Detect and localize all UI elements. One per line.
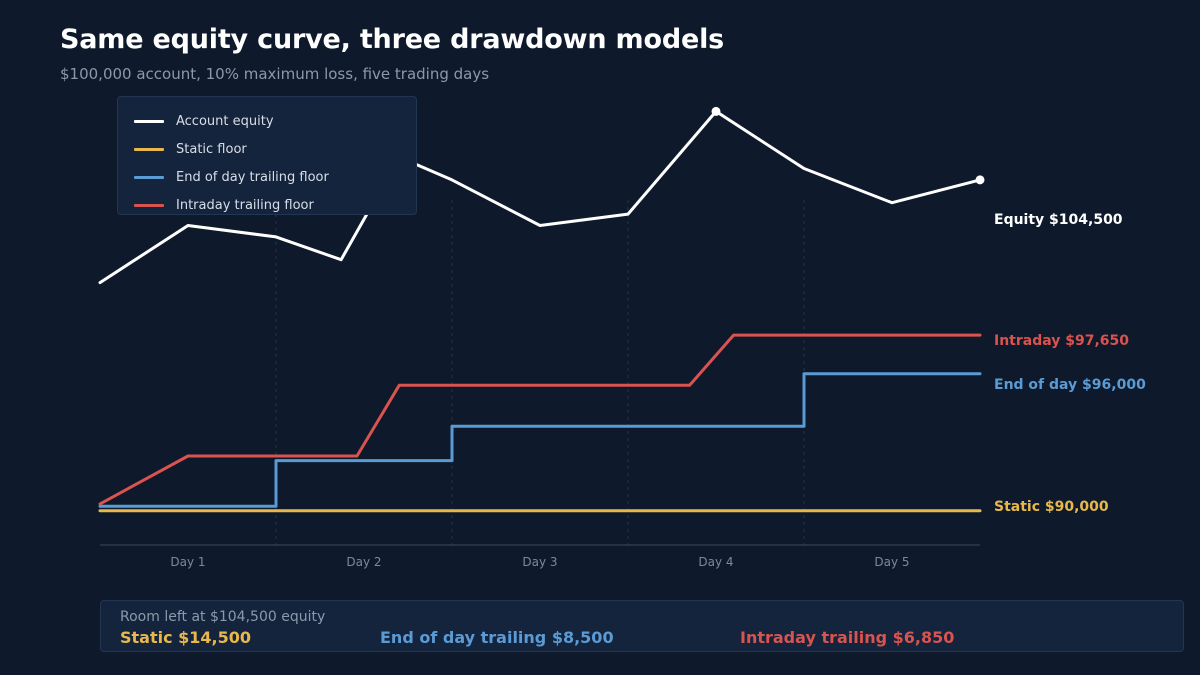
x-tick-label: Day 1 (170, 555, 205, 569)
x-tick-label: Day 3 (522, 555, 557, 569)
day-separator-grid (275, 200, 805, 545)
x-tick-label: Day 4 (698, 555, 733, 569)
legend-label-intraday: Intraday trailing floor (176, 197, 314, 213)
end-label-equity: Equity $104,500 (994, 212, 1123, 228)
legend-swatch-equity (134, 119, 164, 123)
chart-title: Same equity curve, three drawdown models (60, 24, 725, 55)
end-label-intraday: Intraday $97,650 (994, 333, 1129, 349)
equity-marker (711, 106, 721, 116)
x-axis-ticks: Day 1 Day 2 Day 3 Day 4 Day 5 (170, 555, 909, 569)
legend-item-end-of-day: End of day trailing floor (134, 167, 329, 187)
summary-end-of-day: End of day trailing $8,500 (380, 628, 614, 647)
equity-markers (711, 106, 985, 185)
legend-item-equity: Account equity (134, 111, 274, 131)
room-left-summary: Room left at $104,500 equity Static $14,… (100, 600, 1184, 652)
legend-label-end-of-day: End of day trailing floor (176, 169, 329, 185)
equity-marker (975, 175, 985, 185)
legend-swatch-intraday (134, 203, 164, 207)
legend-swatch-end-of-day (134, 175, 164, 179)
x-tick-label: Day 5 (874, 555, 909, 569)
series-line-equity (98, 109, 982, 285)
legend-item-intraday: Intraday trailing floor (134, 195, 314, 215)
summary-static: Static $14,500 (120, 628, 252, 647)
legend-label-static: Static floor (176, 141, 247, 157)
legend-item-static: Static floor (134, 139, 247, 159)
chart-subtitle: $100,000 account, 10% maximum loss, five… (60, 65, 490, 83)
end-labels: Equity $104,500 Intraday $97,650 End of … (994, 212, 1146, 515)
x-tick-label: Day 2 (346, 555, 381, 569)
series-lines (98, 109, 982, 513)
end-label-static: Static $90,000 (994, 499, 1109, 515)
end-label-end-of-day: End of day $96,000 (994, 377, 1146, 393)
series-line-intraday (98, 333, 982, 506)
summary-intraday: Intraday trailing $6,850 (740, 628, 955, 647)
legend: Account equity Static floor End of day t… (117, 96, 417, 215)
legend-label-equity: Account equity (176, 113, 274, 129)
summary-heading: Room left at $104,500 equity (120, 609, 326, 625)
legend-swatch-static (134, 147, 164, 151)
series-line-end-of-day (98, 372, 982, 508)
